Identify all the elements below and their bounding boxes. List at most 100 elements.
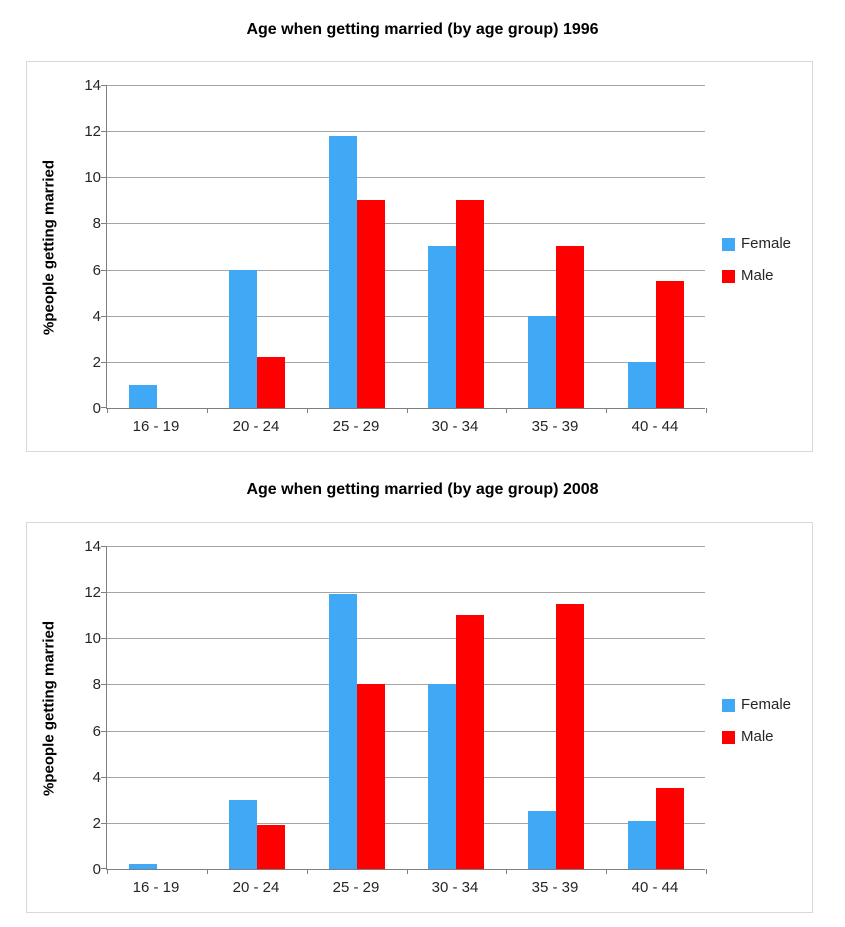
- x-tick-2: [307, 408, 308, 413]
- legend: Female Male: [722, 696, 791, 746]
- x-tick-6: [706, 408, 707, 413]
- y-tick-0: [101, 868, 107, 869]
- gridline-8: [107, 684, 705, 686]
- legend-label-female: Female: [741, 235, 792, 252]
- x-axis-labels: 16 - 19 20 - 24 25 - 29 30 - 34 35 - 39 40 - …: [106, 879, 705, 901]
- y-tick-label-8: 8: [92, 215, 101, 233]
- legend-swatch-male: [722, 730, 735, 744]
- bar-female-16-19: [129, 864, 157, 869]
- x-tick-5: [606, 408, 607, 413]
- x-axis-label-30-34: 30 - 34: [431, 418, 479, 435]
- y-tick-label-6: 6: [92, 722, 101, 740]
- x-tick-2: [307, 869, 308, 874]
- chart-title-2008: Age when getting married (by age group) …: [246, 481, 599, 498]
- x-axis-label-40-44: 40 - 44: [631, 418, 679, 435]
- chart-panel-2008: %people getting married 0 2 4 6 8 10 12 14 16 -…: [26, 522, 813, 913]
- bar-female-30-34: [428, 684, 456, 869]
- gridline-14: [107, 546, 705, 547]
- y-tick-4: [101, 315, 107, 317]
- y-tick-8: [101, 223, 107, 225]
- x-axis-label-35-39: 35 - 39: [531, 418, 579, 435]
- y-tick-label-0: 0: [92, 400, 101, 417]
- bar-male-40-44: [656, 788, 684, 869]
- plot-area: [101, 546, 707, 874]
- y-tick-label-4: 4: [92, 768, 101, 786]
- y-tick-label-10: 10: [84, 169, 101, 187]
- bar-female-20-24: [229, 270, 257, 408]
- x-axis-label-30-34: 30 - 34: [431, 879, 479, 896]
- x-axis-label-16-19: 16 - 19: [132, 418, 180, 435]
- legend-item-male: Male: [722, 728, 791, 746]
- legend: Female Male: [722, 235, 791, 285]
- y-axis-tick-labels: 0 2 4 6 8 10 12 14: [65, 539, 101, 878]
- x-axis-label-35-39: 35 - 39: [531, 879, 579, 896]
- y-tick-label-12: 12: [84, 584, 101, 602]
- gridline-6: [107, 269, 705, 271]
- bar-female-16-19: [129, 385, 157, 408]
- legend-item-male: Male: [722, 267, 791, 285]
- y-tick-6: [101, 730, 107, 732]
- x-axis-label-25-29: 25 - 29: [332, 879, 380, 896]
- x-tick-3: [407, 408, 408, 413]
- legend-swatch-male: [722, 269, 735, 283]
- chart-panel-1996: %people getting married 0 2 4 6 8 10 12 14 16 -…: [26, 61, 813, 452]
- chart-title-1996: Age when getting married (by age group) …: [246, 21, 599, 38]
- x-axis-label-25-29: 25 - 29: [332, 418, 380, 435]
- gridline-12: [107, 592, 705, 594]
- x-tick-3: [407, 869, 408, 874]
- x-tick-5: [606, 869, 607, 874]
- gridline-10: [107, 638, 705, 640]
- bar-male-30-34: [456, 615, 484, 869]
- bar-male-35-39: [556, 246, 584, 408]
- gridline-4: [107, 315, 705, 317]
- bar-female-40-44: [628, 362, 656, 408]
- x-tick-6: [706, 869, 707, 874]
- gridline-4: [107, 776, 705, 778]
- y-tick-label-2: 2: [92, 353, 101, 371]
- y-tick-label-2: 2: [92, 814, 101, 832]
- gridline-8: [107, 223, 705, 225]
- bar-female-30-34: [428, 246, 456, 408]
- x-axis-label-40-44: 40 - 44: [631, 879, 679, 896]
- gridline-6: [107, 730, 705, 732]
- y-tick-6: [101, 269, 107, 271]
- legend-label-male: Male: [741, 728, 774, 745]
- y-tick-12: [101, 592, 107, 594]
- y-axis-title: %people getting married: [40, 159, 58, 336]
- y-tick-label-10: 10: [84, 630, 101, 648]
- gridline-12: [107, 131, 705, 133]
- x-tick-0: [107, 869, 108, 874]
- bar-female-35-39: [528, 811, 556, 869]
- y-tick-12: [101, 131, 107, 133]
- x-tick-4: [506, 408, 507, 413]
- gridline-14: [107, 85, 705, 86]
- legend-swatch-female: [722, 237, 735, 251]
- legend-item-female: Female: [722, 696, 791, 714]
- y-tick-8: [101, 684, 107, 686]
- y-tick-label-4: 4: [92, 307, 101, 325]
- x-axis-label-16-19: 16 - 19: [132, 879, 180, 896]
- y-tick-2: [101, 822, 107, 824]
- y-tick-0: [101, 407, 107, 408]
- bar-female-25-29: [329, 594, 357, 869]
- bar-female-35-39: [528, 316, 556, 408]
- gridline-2: [107, 822, 705, 824]
- y-tick-label-12: 12: [84, 123, 101, 141]
- bar-male-20-24: [257, 357, 285, 408]
- y-tick-label-0: 0: [92, 861, 101, 878]
- y-axis-title: %people getting married: [40, 620, 58, 797]
- gridline-2: [107, 361, 705, 363]
- bar-male-25-29: [357, 684, 385, 869]
- bar-male-35-39: [556, 604, 584, 869]
- x-axis-label-20-24: 20 - 24: [232, 418, 280, 435]
- y-tick-4: [101, 776, 107, 778]
- y-tick-label-6: 6: [92, 261, 101, 279]
- y-tick-label-14: 14: [84, 538, 101, 555]
- x-tick-1: [207, 869, 208, 874]
- legend-item-female: Female: [722, 235, 791, 253]
- x-axis-label-20-24: 20 - 24: [232, 879, 280, 896]
- legend-swatch-female: [722, 698, 735, 712]
- gridline-10: [107, 177, 705, 179]
- bar-male-25-29: [357, 200, 385, 408]
